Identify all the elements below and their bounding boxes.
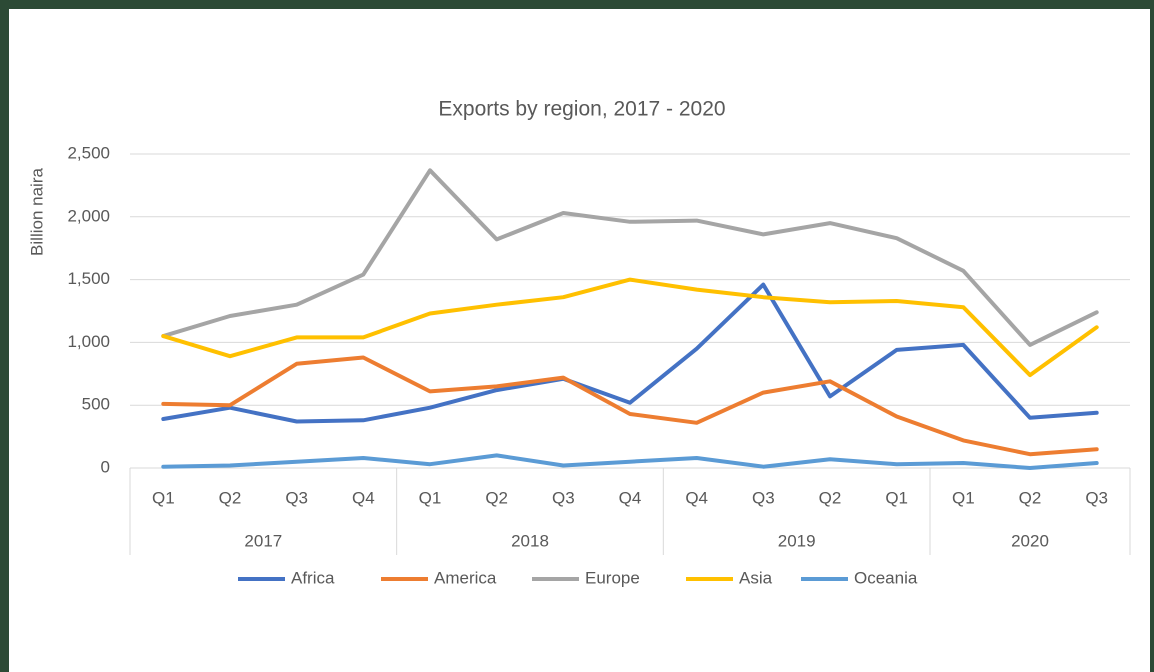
x-tick-label: Q2 — [819, 488, 842, 507]
x-group-label: 2018 — [511, 531, 549, 550]
series-line — [161, 355, 1099, 457]
series-line — [161, 277, 1099, 378]
y-tick-label: 0 — [101, 457, 110, 476]
series-line — [161, 168, 1099, 347]
x-tick-label: Q1 — [885, 488, 908, 507]
x-tick-label: Q4 — [352, 488, 375, 507]
x-tick-label: Q4 — [685, 488, 708, 507]
legend-label: Oceania — [854, 568, 918, 587]
x-group-label: 2020 — [1011, 531, 1049, 550]
x-tick-label: Q1 — [419, 488, 442, 507]
x-tick-label: Q1 — [952, 488, 975, 507]
x-tick-label: Q3 — [552, 488, 575, 507]
y-tick-label: 1,500 — [67, 269, 110, 288]
series-line — [161, 453, 1099, 470]
series-line — [161, 282, 1099, 424]
legend-label: America — [434, 568, 497, 587]
x-tick-label: Q3 — [285, 488, 308, 507]
legend-label: Asia — [739, 568, 773, 587]
chart-title: Exports by region, 2017 - 2020 — [438, 98, 725, 121]
x-tick-label: Q1 — [152, 488, 175, 507]
chart-background — [9, 9, 1150, 672]
x-tick-label: Q2 — [1019, 488, 1042, 507]
x-group-label: 2017 — [244, 531, 282, 550]
y-axis-label: Billion naira — [27, 168, 46, 256]
x-tick-label: Q4 — [619, 488, 642, 507]
x-tick-label: Q2 — [219, 488, 242, 507]
y-tick-label: 2,000 — [67, 206, 110, 225]
y-tick-label: 1,000 — [67, 332, 110, 351]
legend-label: Europe — [585, 568, 640, 587]
y-tick-label: 2,500 — [67, 143, 110, 162]
x-group-label: 2019 — [778, 531, 816, 550]
x-tick-label: Q3 — [752, 488, 775, 507]
legend-label: Africa — [291, 568, 335, 587]
y-tick-label: 500 — [82, 395, 110, 414]
x-tick-label: Q2 — [485, 488, 508, 507]
x-tick-label: Q3 — [1085, 488, 1108, 507]
